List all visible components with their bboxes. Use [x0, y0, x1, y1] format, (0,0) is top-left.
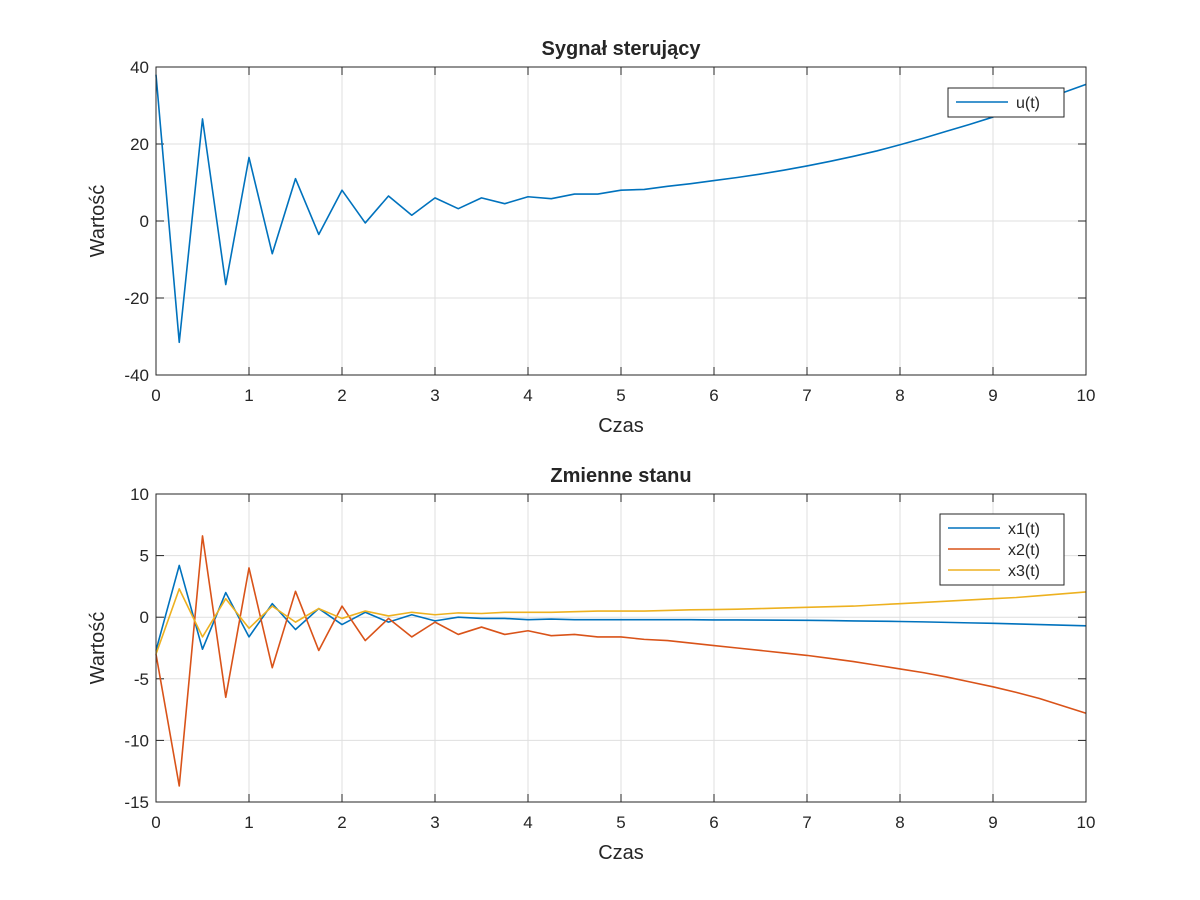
x-tick-labels: 0 1 2 3 4 5 6 7 8 9 10 [151, 813, 1095, 832]
legend-label: x2(t) [1008, 542, 1040, 559]
series-line-x2t [155, 535, 1087, 787]
legend: x1(t) x2(t) x3(t) [939, 513, 1065, 586]
axes-box [155, 66, 1087, 376]
x-tick-label: 6 [709, 386, 718, 405]
x-tick-label: 1 [244, 386, 253, 405]
axes-box [155, 493, 1087, 803]
x-tick-label: 10 [1077, 813, 1096, 832]
x-tick-label: 2 [337, 386, 346, 405]
y-tick-labels: 40 20 0 -20 -40 [124, 58, 149, 385]
x-tick-label: 10 [1077, 386, 1096, 405]
grid [155, 493, 1087, 803]
y-tick-label: 0 [140, 212, 149, 231]
x-tick-label: 0 [151, 813, 160, 832]
x-tick-label: 3 [430, 813, 439, 832]
y-tick-label: 10 [130, 485, 149, 504]
x-tick-label: 6 [709, 813, 718, 832]
x-axis-label: Czas [598, 415, 644, 437]
chart-control-signal: 0 1 2 3 4 5 6 7 8 9 10 40 20 0 -20 -40 Sygnał sterując… [87, 38, 1095, 437]
x-tick-label: 5 [616, 813, 625, 832]
legend-label: x3(t) [1008, 563, 1040, 580]
chart-title: Zmienne stanu [550, 465, 691, 487]
x-tick-label: 4 [523, 386, 532, 405]
x-tick-label: 9 [988, 813, 997, 832]
y-tick-labels: 10 5 0 -5 -10 -15 [124, 485, 149, 812]
series-line-ut [155, 74, 1087, 344]
series-line-x3t [155, 588, 1087, 655]
legend: u(t) [947, 87, 1065, 118]
x-tick-label: 0 [151, 386, 160, 405]
series-group [155, 74, 1087, 344]
x-tick-labels: 0 1 2 3 4 5 6 7 8 9 10 [151, 386, 1095, 405]
x-tick-label: 2 [337, 813, 346, 832]
y-tick-label: 40 [130, 58, 149, 77]
x-tick-label: 7 [802, 386, 811, 405]
y-tick-label: -5 [134, 670, 149, 689]
x-axis-label: Czas [598, 842, 644, 864]
y-tick-label: 5 [140, 547, 149, 566]
x-tick-label: 8 [895, 813, 904, 832]
series-line-x1t [155, 564, 1087, 651]
x-tick-label: 1 [244, 813, 253, 832]
x-tick-label: 3 [430, 386, 439, 405]
x-tick-label: 7 [802, 813, 811, 832]
grid [155, 66, 1087, 376]
y-tick-label: 0 [140, 608, 149, 627]
chart-title: Sygnał sterujący [542, 38, 702, 60]
legend-label: x1(t) [1008, 521, 1040, 538]
y-tick-label: -15 [124, 793, 149, 812]
y-tick-label: -10 [124, 731, 149, 750]
series-group [155, 535, 1087, 787]
legend-label: u(t) [1016, 95, 1040, 112]
y-axis-label: Wartość [87, 185, 109, 258]
x-tick-label: 5 [616, 386, 625, 405]
y-tick-label: 20 [130, 135, 149, 154]
y-axis-label: Wartość [87, 612, 109, 685]
x-tick-label: 4 [523, 813, 532, 832]
x-tick-label: 8 [895, 386, 904, 405]
y-tick-label: -20 [124, 289, 149, 308]
x-tick-label: 9 [988, 386, 997, 405]
y-tick-label: -40 [124, 366, 149, 385]
